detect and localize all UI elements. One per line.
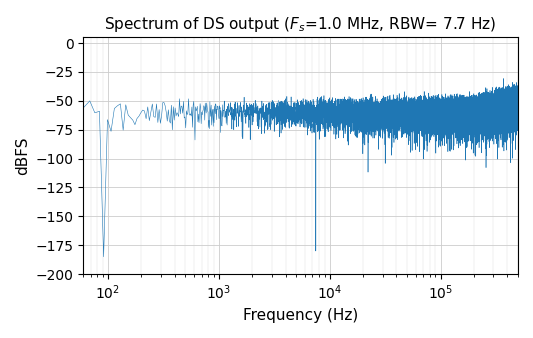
Y-axis label: dBFS: dBFS bbox=[15, 137, 30, 175]
Title: Spectrum of DS output ($F_s$=1.0 MHz, RBW= 7.7 Hz): Spectrum of DS output ($F_s$=1.0 MHz, RB… bbox=[104, 15, 497, 34]
X-axis label: Frequency (Hz): Frequency (Hz) bbox=[243, 308, 358, 323]
